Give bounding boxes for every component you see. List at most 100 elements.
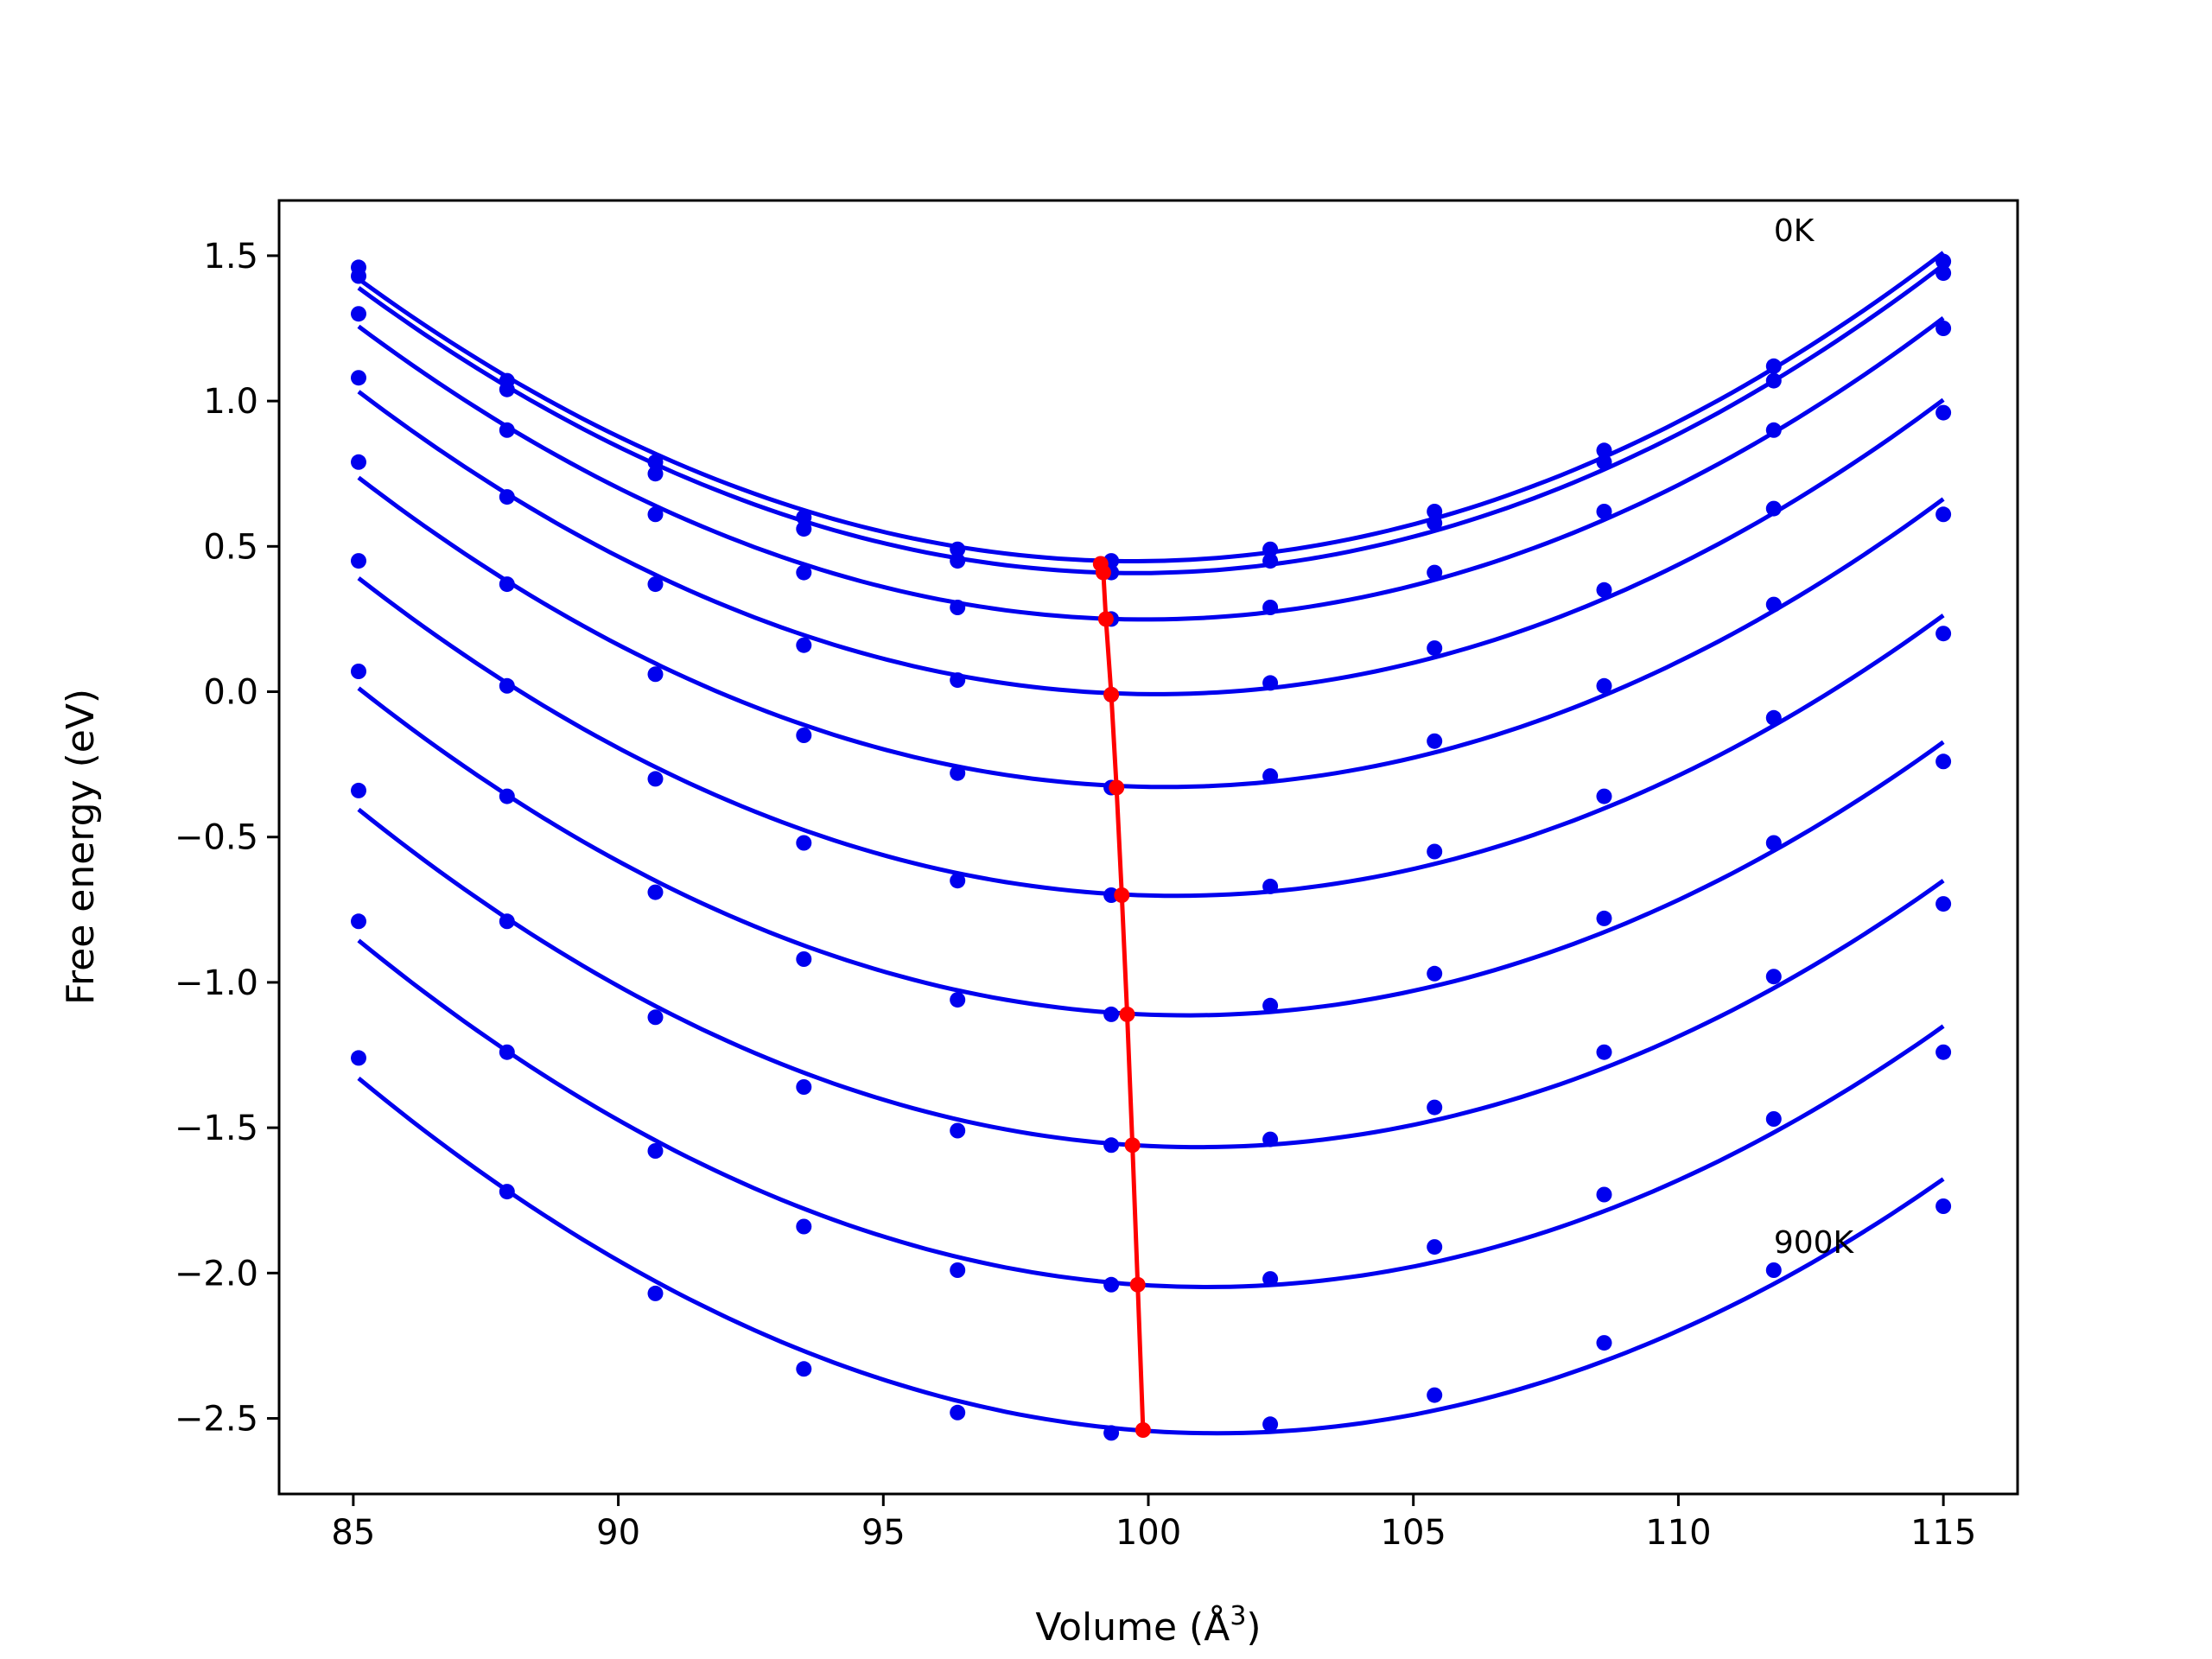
minima-layer [1092, 556, 1151, 1438]
series-10-point [1103, 1425, 1120, 1441]
x-tick-label: 115 [1910, 1513, 1976, 1553]
minimum-point [1103, 686, 1120, 702]
series-6-point [1936, 626, 1952, 642]
series-7-point [1765, 835, 1782, 851]
series-7-point [1262, 997, 1279, 1014]
series-1-point [796, 509, 812, 525]
y-axis-label: Free energy (eV) [59, 689, 103, 1005]
series-6-point [351, 553, 366, 569]
series-4-point [351, 370, 366, 386]
series-5-point [1596, 677, 1612, 694]
series-9-point [1596, 1186, 1612, 1203]
series-10-point [1936, 1198, 1952, 1214]
y-tick-label: 0.0 [203, 673, 258, 713]
series-5-point [1262, 768, 1279, 785]
series-10-point [1596, 1335, 1612, 1351]
series-8-point [950, 1122, 966, 1139]
series-6-point [499, 677, 515, 694]
series-7-point [1936, 753, 1952, 770]
series-10-point [1262, 1416, 1279, 1433]
series-5-point [950, 765, 966, 781]
series-curve-10 [357, 1076, 1945, 1436]
series-7-point [796, 951, 812, 967]
series-9-point [1103, 1276, 1120, 1293]
y-axis: 1.5 1.0 0.5 0.0 −0.5 −1.0 −1.5 −2.0 −2.5 [175, 237, 279, 1440]
series-4-point [499, 489, 515, 505]
series-1-point [1596, 442, 1612, 459]
series-curve-4 [357, 390, 1945, 696]
series-2-point [499, 381, 515, 397]
y-tick-label: −0.5 [175, 818, 258, 858]
minimum-point [1129, 1276, 1146, 1293]
series-8-point [1765, 969, 1782, 985]
series-1-point [647, 454, 664, 470]
series-6-point [1765, 709, 1782, 726]
minimum-point [1119, 1006, 1135, 1022]
series-7-point [950, 992, 966, 1008]
series-curve-7 [357, 686, 1945, 1018]
series-10-point [1427, 1387, 1443, 1403]
curves-layer [357, 251, 1945, 1436]
y-tick-label: 1.5 [203, 237, 258, 276]
annotation-0k: 0K [1774, 213, 1815, 249]
series-2-point [351, 268, 366, 284]
series-7-point [1427, 965, 1443, 982]
annotation-900k: 900K [1774, 1225, 1855, 1261]
series-6-point [647, 771, 664, 787]
x-axis-label: Volume (Å3) [1035, 1601, 1261, 1649]
minima-line [1098, 563, 1146, 1431]
series-5-point [647, 666, 664, 683]
x-tick-label: 110 [1645, 1513, 1711, 1553]
series-3-point [647, 506, 664, 523]
series-3-point [796, 564, 812, 581]
series-8-point [1262, 1131, 1279, 1147]
series-7-point [351, 664, 366, 679]
series-3-point [1936, 321, 1952, 336]
series-8-point [647, 1009, 664, 1026]
y-tick-label: −1.0 [175, 963, 258, 1003]
series-7-point [499, 788, 515, 804]
series-8-point [1596, 1044, 1612, 1060]
series-9-point [796, 1218, 812, 1235]
series-7-point [1103, 1006, 1120, 1022]
series-10-point [1765, 1262, 1782, 1278]
series-8-point [499, 913, 515, 930]
minimum-point [1095, 564, 1111, 581]
series-curve-2 [357, 263, 1945, 575]
series-10-point [796, 1361, 812, 1377]
series-5-point [1936, 506, 1952, 523]
series-9-point [1765, 1111, 1782, 1127]
series-6-point [950, 873, 966, 889]
series-2-point [1936, 265, 1952, 282]
series-9-point [351, 913, 366, 930]
series-7-point [1596, 910, 1612, 926]
series-5-point [1765, 596, 1782, 613]
series-5-point [796, 728, 812, 743]
series-9-point [950, 1262, 966, 1278]
series-curve-1 [357, 251, 1945, 563]
y-tick-label: 1.0 [203, 382, 258, 422]
series-9-point [1936, 1044, 1952, 1060]
x-tick-label: 90 [596, 1513, 640, 1553]
series-curve-9 [357, 938, 1945, 1290]
series-1-point [950, 541, 966, 557]
series-9-point [647, 1143, 664, 1159]
series-1-point [1936, 253, 1952, 270]
series-4-point [1936, 404, 1952, 421]
series-curve-5 [357, 475, 1945, 790]
series-3-point [1427, 564, 1443, 581]
series-2-point [1765, 372, 1782, 389]
series-2-point [647, 466, 664, 482]
minimum-point [1135, 1422, 1151, 1438]
minimum-point [1124, 1137, 1141, 1154]
minimum-point [1109, 779, 1125, 796]
series-3-point [1262, 600, 1279, 615]
series-6-point [1596, 788, 1612, 804]
series-2-point [1262, 553, 1279, 569]
series-4-point [1262, 675, 1279, 691]
series-8-point [1427, 1099, 1443, 1116]
y-tick-label: −1.5 [175, 1109, 258, 1148]
series-1-point [1262, 541, 1279, 557]
